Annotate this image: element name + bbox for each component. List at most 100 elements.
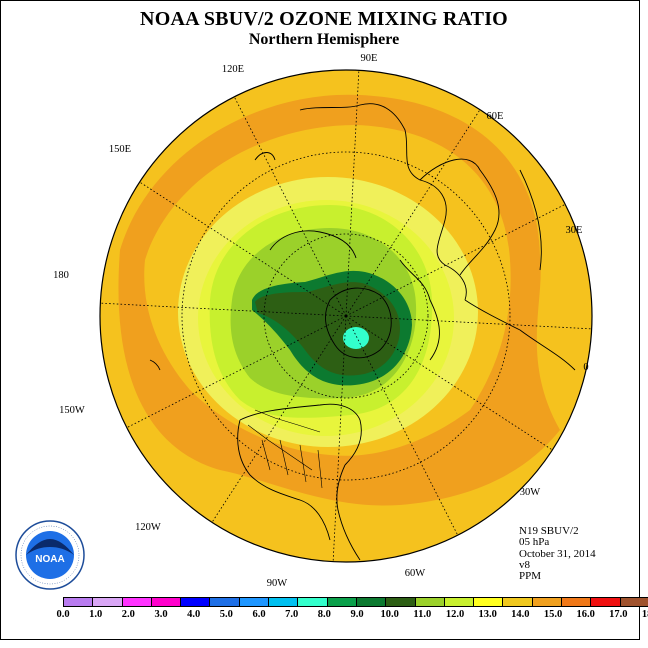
- border-line: [317, 449, 323, 489]
- na-west-coast: [237, 419, 331, 541]
- longitude-label-60e: 60E: [487, 111, 504, 122]
- border-line: [279, 439, 289, 476]
- seal-text-ring: [20, 525, 80, 585]
- level-label: 05 hPa: [519, 536, 550, 549]
- colorbar-swatch: [93, 598, 123, 606]
- hemisphere-edge: [99, 69, 593, 563]
- colorbar-tick-label: 6.0: [252, 609, 266, 620]
- colorbar-tick-label: 17.0: [609, 609, 628, 620]
- hawaii-coast: [149, 359, 161, 371]
- longitude-label-150e: 150E: [109, 144, 131, 155]
- bird-icon: [26, 539, 74, 555]
- longitude-label-30e: 30E: [566, 225, 583, 236]
- ozone-minimum: [343, 327, 369, 349]
- meridian-line: [233, 96, 347, 317]
- colorbar-tick-label: 15.0: [543, 609, 563, 620]
- ozone-field: [100, 70, 592, 562]
- meridian-line: [345, 109, 481, 317]
- colorbar-tick-label: 3.0: [154, 609, 168, 620]
- border-line: [299, 444, 307, 483]
- colorbar-swatch: [386, 598, 416, 606]
- longitude-label-120w: 120W: [135, 522, 161, 533]
- longitude-label-90e: 90E: [361, 53, 378, 64]
- meridian-line: [126, 315, 347, 429]
- colorbar-tick-label: 5.0: [219, 609, 233, 620]
- colorbar-tick-label: 14.0: [511, 609, 530, 620]
- colorbar: [63, 597, 648, 607]
- map-title: NOAA SBUV/2 OZONE MIXING RATIO: [140, 8, 508, 30]
- colorbar-tick-label: 13.0: [478, 609, 497, 620]
- noaa-logo: NOAA: [14, 519, 86, 591]
- colorbar-swatch: [474, 598, 504, 606]
- colorbar-swatch: [562, 598, 592, 606]
- colorbar-tick-label: 1.0: [89, 609, 103, 620]
- colorbar-tick-label: 8.0: [317, 609, 331, 620]
- colorbar-swatch: [64, 598, 94, 606]
- longitude-label-0: 0: [583, 362, 588, 373]
- colorbar-swatch: [503, 598, 533, 606]
- colorbar-swatch: [298, 598, 328, 606]
- na-east-coast: [336, 464, 361, 561]
- border-line: [247, 424, 313, 471]
- japan-coast: [254, 152, 276, 161]
- colorbar-ticks: 0.0 1.0 2.0 3.0 4.0 5.0 6.0 7.0 8.0 9.0 10.0 11.0 12…: [0, 609, 648, 623]
- india-coast: [519, 169, 542, 271]
- meridian-line: [345, 315, 459, 536]
- colorbar-swatch: [181, 598, 211, 606]
- version-label: v8: [519, 558, 530, 571]
- colorbar-tick-label: 10.0: [380, 609, 399, 620]
- meridian-line: [345, 70, 360, 317]
- state-lines: [247, 409, 323, 489]
- colorbar-swatch: [239, 598, 270, 606]
- colorbar-swatch: [415, 598, 445, 606]
- colorbar-swatch: [591, 598, 621, 606]
- colorbar-swatch: [620, 598, 648, 606]
- meridian-line: [139, 181, 347, 317]
- longitude-labels: 90E 60E 30E 0 30W 60W 90W 120W 150W 180 150E 120E: [53, 53, 589, 589]
- colorbar-tick-label: 18.0: [641, 609, 648, 620]
- border-line: [254, 409, 321, 433]
- colorbar-tick-label: 0.0: [56, 609, 70, 620]
- border-line: [261, 439, 271, 471]
- na-north-coast: [239, 403, 362, 466]
- longitude-label-150w: 150W: [59, 405, 85, 416]
- longitude-label-60w: 60W: [405, 568, 426, 579]
- satellite-label: N19 SBUV/2: [519, 525, 579, 537]
- date-label: October 31, 2014: [519, 547, 596, 560]
- colorbar-tick-label: 4.0: [187, 609, 201, 620]
- graticule: [100, 70, 592, 562]
- logo-wordmark: NOAA: [35, 554, 64, 565]
- colorbar-swatch: [327, 598, 357, 606]
- coastlines: [149, 103, 576, 561]
- arabia-coast: [419, 158, 500, 276]
- meridian-line: [345, 315, 553, 451]
- longitude-label-120e: 120E: [222, 64, 244, 75]
- latitude-circle-30: [181, 151, 511, 481]
- colorbar-swatch: [444, 598, 475, 606]
- meridian-line: [345, 203, 566, 317]
- meridian-line: [345, 315, 592, 330]
- noaa-seal: NOAA: [15, 520, 85, 590]
- longitude-label-180: 180: [53, 270, 69, 281]
- meridian-line: [100, 302, 347, 317]
- colorbar-swatch: [122, 598, 152, 606]
- siberia-coast: [269, 230, 357, 259]
- colorbar-tick-label: 12.0: [445, 609, 465, 620]
- colorbar-swatch: [356, 598, 387, 606]
- latitude-circle-60: [263, 233, 429, 399]
- colorbar-swatch: [210, 598, 240, 606]
- colorbar-swatch: [151, 598, 182, 606]
- map-subtitle: Northern Hemisphere: [248, 31, 400, 48]
- colorbar-tick-label: 16.0: [576, 609, 595, 620]
- info-block: N19 SBUV/2 05 hPa October 31, 2014 v8 PP…: [519, 525, 596, 582]
- meridian-line: [211, 315, 347, 523]
- longitude-label-90w: 90W: [267, 578, 288, 589]
- meridian-line: [332, 315, 347, 562]
- scandinavia-coast: [399, 259, 440, 361]
- colorbar-tick-label: 7.0: [285, 609, 299, 620]
- europe-coast: [464, 299, 576, 371]
- greenland-coast: [324, 287, 392, 359]
- colorbar-swatch: [269, 598, 299, 606]
- colorbar-swatch: [532, 598, 563, 606]
